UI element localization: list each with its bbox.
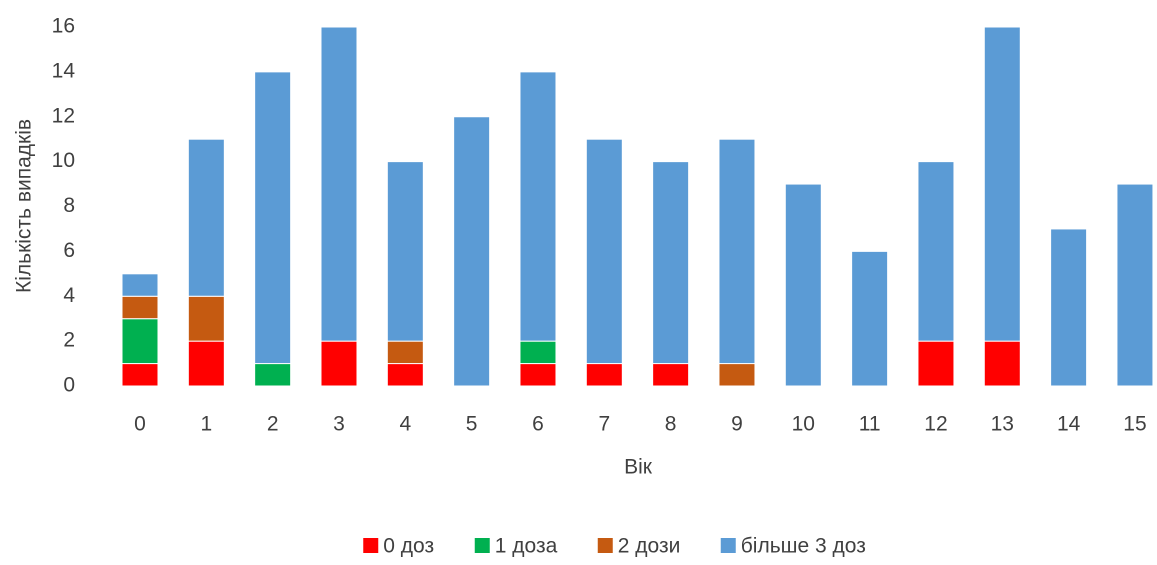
x-axis-label: Вік — [624, 456, 653, 479]
legend-swatch — [720, 538, 736, 553]
bar-segment — [254, 363, 292, 387]
bar-segment — [121, 363, 159, 387]
bar-segment — [453, 116, 491, 387]
bar-segment — [983, 26, 1021, 342]
x-tick-label: 11 — [859, 413, 881, 436]
x-tick-label: 5 — [466, 413, 478, 436]
bar-segment — [1116, 183, 1154, 387]
y-tick-label: 10 — [52, 149, 75, 172]
bar-segment — [519, 340, 557, 365]
bar-segment — [187, 340, 225, 387]
y-axis-label: Кількість випадків — [13, 119, 36, 293]
x-tick-label: 3 — [333, 413, 345, 436]
x-tick-label: 10 — [792, 413, 815, 436]
legend-swatch — [474, 538, 490, 553]
y-tick-label: 0 — [63, 374, 75, 397]
y-tick-label: 12 — [52, 104, 75, 127]
x-tick-label: 14 — [1057, 413, 1081, 436]
bar-segment — [386, 161, 424, 342]
bar-segment — [917, 161, 955, 342]
bar-segment — [121, 318, 159, 365]
bar-segment — [917, 340, 955, 387]
x-tick-label: 2 — [267, 413, 279, 436]
x-tick-label: 13 — [991, 413, 1014, 436]
x-tick-label: 6 — [532, 413, 544, 436]
legend-label: 0 доз — [383, 535, 434, 558]
bar-segment — [519, 363, 557, 387]
bar-segment — [718, 363, 756, 387]
bar-segment — [585, 363, 623, 387]
legend-swatch — [597, 538, 613, 553]
bar-segment — [121, 295, 159, 320]
x-tick-label: 9 — [731, 413, 743, 436]
y-tick-label: 8 — [63, 194, 75, 217]
y-tick-label: 14 — [52, 59, 76, 82]
bar-segment — [121, 273, 159, 297]
bar-segment — [652, 161, 690, 365]
bar-segment — [320, 340, 358, 387]
bar-segment — [187, 295, 225, 342]
x-tick-label: 12 — [924, 413, 947, 436]
x-tick-label: 4 — [399, 413, 411, 436]
bar-segment — [519, 71, 557, 342]
bar-segment — [254, 71, 292, 365]
bar-segment — [851, 250, 889, 387]
x-tick-label: 15 — [1123, 413, 1146, 436]
legend-swatch — [363, 538, 379, 553]
y-tick-label: 16 — [52, 15, 75, 38]
bar-segment — [718, 138, 756, 365]
bar-segment — [983, 340, 1021, 387]
bar-segment — [784, 183, 822, 387]
bar-segment — [386, 363, 424, 387]
legend-label: 1 доза — [495, 535, 558, 558]
y-tick-label: 6 — [63, 239, 75, 262]
legend-label: 2 дози — [618, 535, 681, 558]
bar-segment — [320, 26, 358, 342]
x-tick-label: 7 — [598, 413, 610, 436]
legend-label: більше 3 доз — [741, 535, 866, 558]
bar-segment — [585, 138, 623, 365]
y-tick-label: 4 — [63, 284, 75, 307]
x-tick-label: 8 — [665, 413, 677, 436]
y-tick-label: 2 — [63, 329, 75, 352]
bar-segment — [187, 138, 225, 297]
x-tick-label: 1 — [200, 413, 212, 436]
bar-segment — [1050, 228, 1088, 387]
bar-segment — [652, 363, 690, 387]
bar-segment — [386, 340, 424, 365]
x-tick-label: 0 — [134, 413, 146, 436]
